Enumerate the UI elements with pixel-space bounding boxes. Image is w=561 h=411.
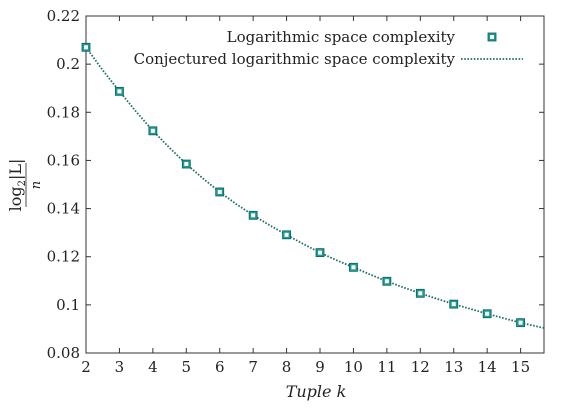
- marker-square-inner: [351, 265, 356, 270]
- data-point: [349, 262, 358, 272]
- x-tick-label: 3: [115, 358, 125, 376]
- legend-marker-square: [487, 32, 497, 42]
- svg-text:log2|L|: log2|L|: [6, 159, 28, 212]
- marker-square-inner: [117, 89, 122, 94]
- x-tick-label: 15: [511, 358, 530, 376]
- y-label-base: 2: [17, 180, 28, 186]
- y-label-log: log: [6, 186, 25, 211]
- x-tick-label: 7: [248, 358, 258, 376]
- data-point: [81, 42, 91, 52]
- x-tick-label: 13: [444, 358, 463, 376]
- y-tick-label: 0.16: [47, 151, 80, 169]
- data-point: [482, 309, 492, 319]
- legend-marker-square-shape: [487, 32, 497, 42]
- y-tick-label: 0.12: [47, 248, 80, 266]
- marker-square-inner: [84, 45, 88, 50]
- marker-square-inner: [485, 311, 490, 316]
- data-point: [516, 318, 525, 328]
- legend: Logarithmic space complexity Conjectured…: [134, 28, 523, 68]
- y-tick-label: 0.08: [47, 344, 80, 362]
- data-point: [248, 210, 258, 220]
- x-tick-label: 8: [282, 358, 292, 376]
- marker-square-inner: [384, 279, 389, 284]
- plot-frame: [85, 15, 545, 354]
- data-point: [115, 86, 124, 96]
- y-label-inner: |L|: [6, 159, 25, 180]
- data-point: [215, 187, 225, 197]
- marker-square-inner: [251, 213, 256, 218]
- y-tick-label: 0.1: [56, 296, 80, 314]
- series-layer: [81, 42, 545, 329]
- axes: 2 3 4 5 6 7 8 9 10 11 12 13 14 15 0.08 0.1 0.12 0.14 0.16 0…: [47, 7, 545, 376]
- x-tick-label: 14: [478, 358, 497, 376]
- marker-square-inner: [150, 128, 155, 133]
- x-tick-label: 12: [411, 358, 430, 376]
- data-point: [382, 276, 392, 286]
- legend-label-conjectured: Conjectured logarithmic space complexity: [134, 50, 456, 68]
- data-point: [315, 248, 325, 258]
- x-tick-label: 4: [148, 358, 158, 376]
- data-point: [148, 126, 158, 136]
- data-point: [449, 299, 459, 309]
- y-tick-label: 0.14: [47, 200, 80, 218]
- marker-square-inner: [451, 302, 456, 307]
- y-axis-label: log2|L| n: [6, 159, 44, 212]
- series-conjectured-line: [85, 46, 545, 329]
- marker-square-inner: [518, 320, 523, 325]
- marker-square-inner: [490, 35, 494, 39]
- x-tick-label: 6: [215, 358, 225, 376]
- x-tick-label: 2: [81, 358, 91, 376]
- marker-square-inner: [184, 162, 189, 167]
- y-tick-label: 0.2: [56, 55, 80, 73]
- x-tick-label: 10: [344, 358, 363, 376]
- y-label-denominator: n: [29, 181, 44, 189]
- marker-square-inner: [217, 189, 222, 194]
- x-tick-label: 11: [377, 358, 396, 376]
- x-tick-label: 9: [315, 358, 325, 376]
- y-tick-label: 0.22: [47, 7, 80, 25]
- marker-square-inner: [284, 232, 289, 237]
- marker-square-inner: [318, 250, 323, 255]
- data-point: [181, 159, 191, 169]
- data-point: [282, 230, 291, 240]
- x-axis-label: Tuple k: [286, 382, 347, 401]
- x-tick-label: 5: [182, 358, 192, 376]
- marker-square-inner: [418, 291, 423, 296]
- data-point: [415, 288, 425, 298]
- legend-label-markers: Logarithmic space complexity: [227, 28, 456, 46]
- y-tick-label: 0.18: [47, 103, 80, 121]
